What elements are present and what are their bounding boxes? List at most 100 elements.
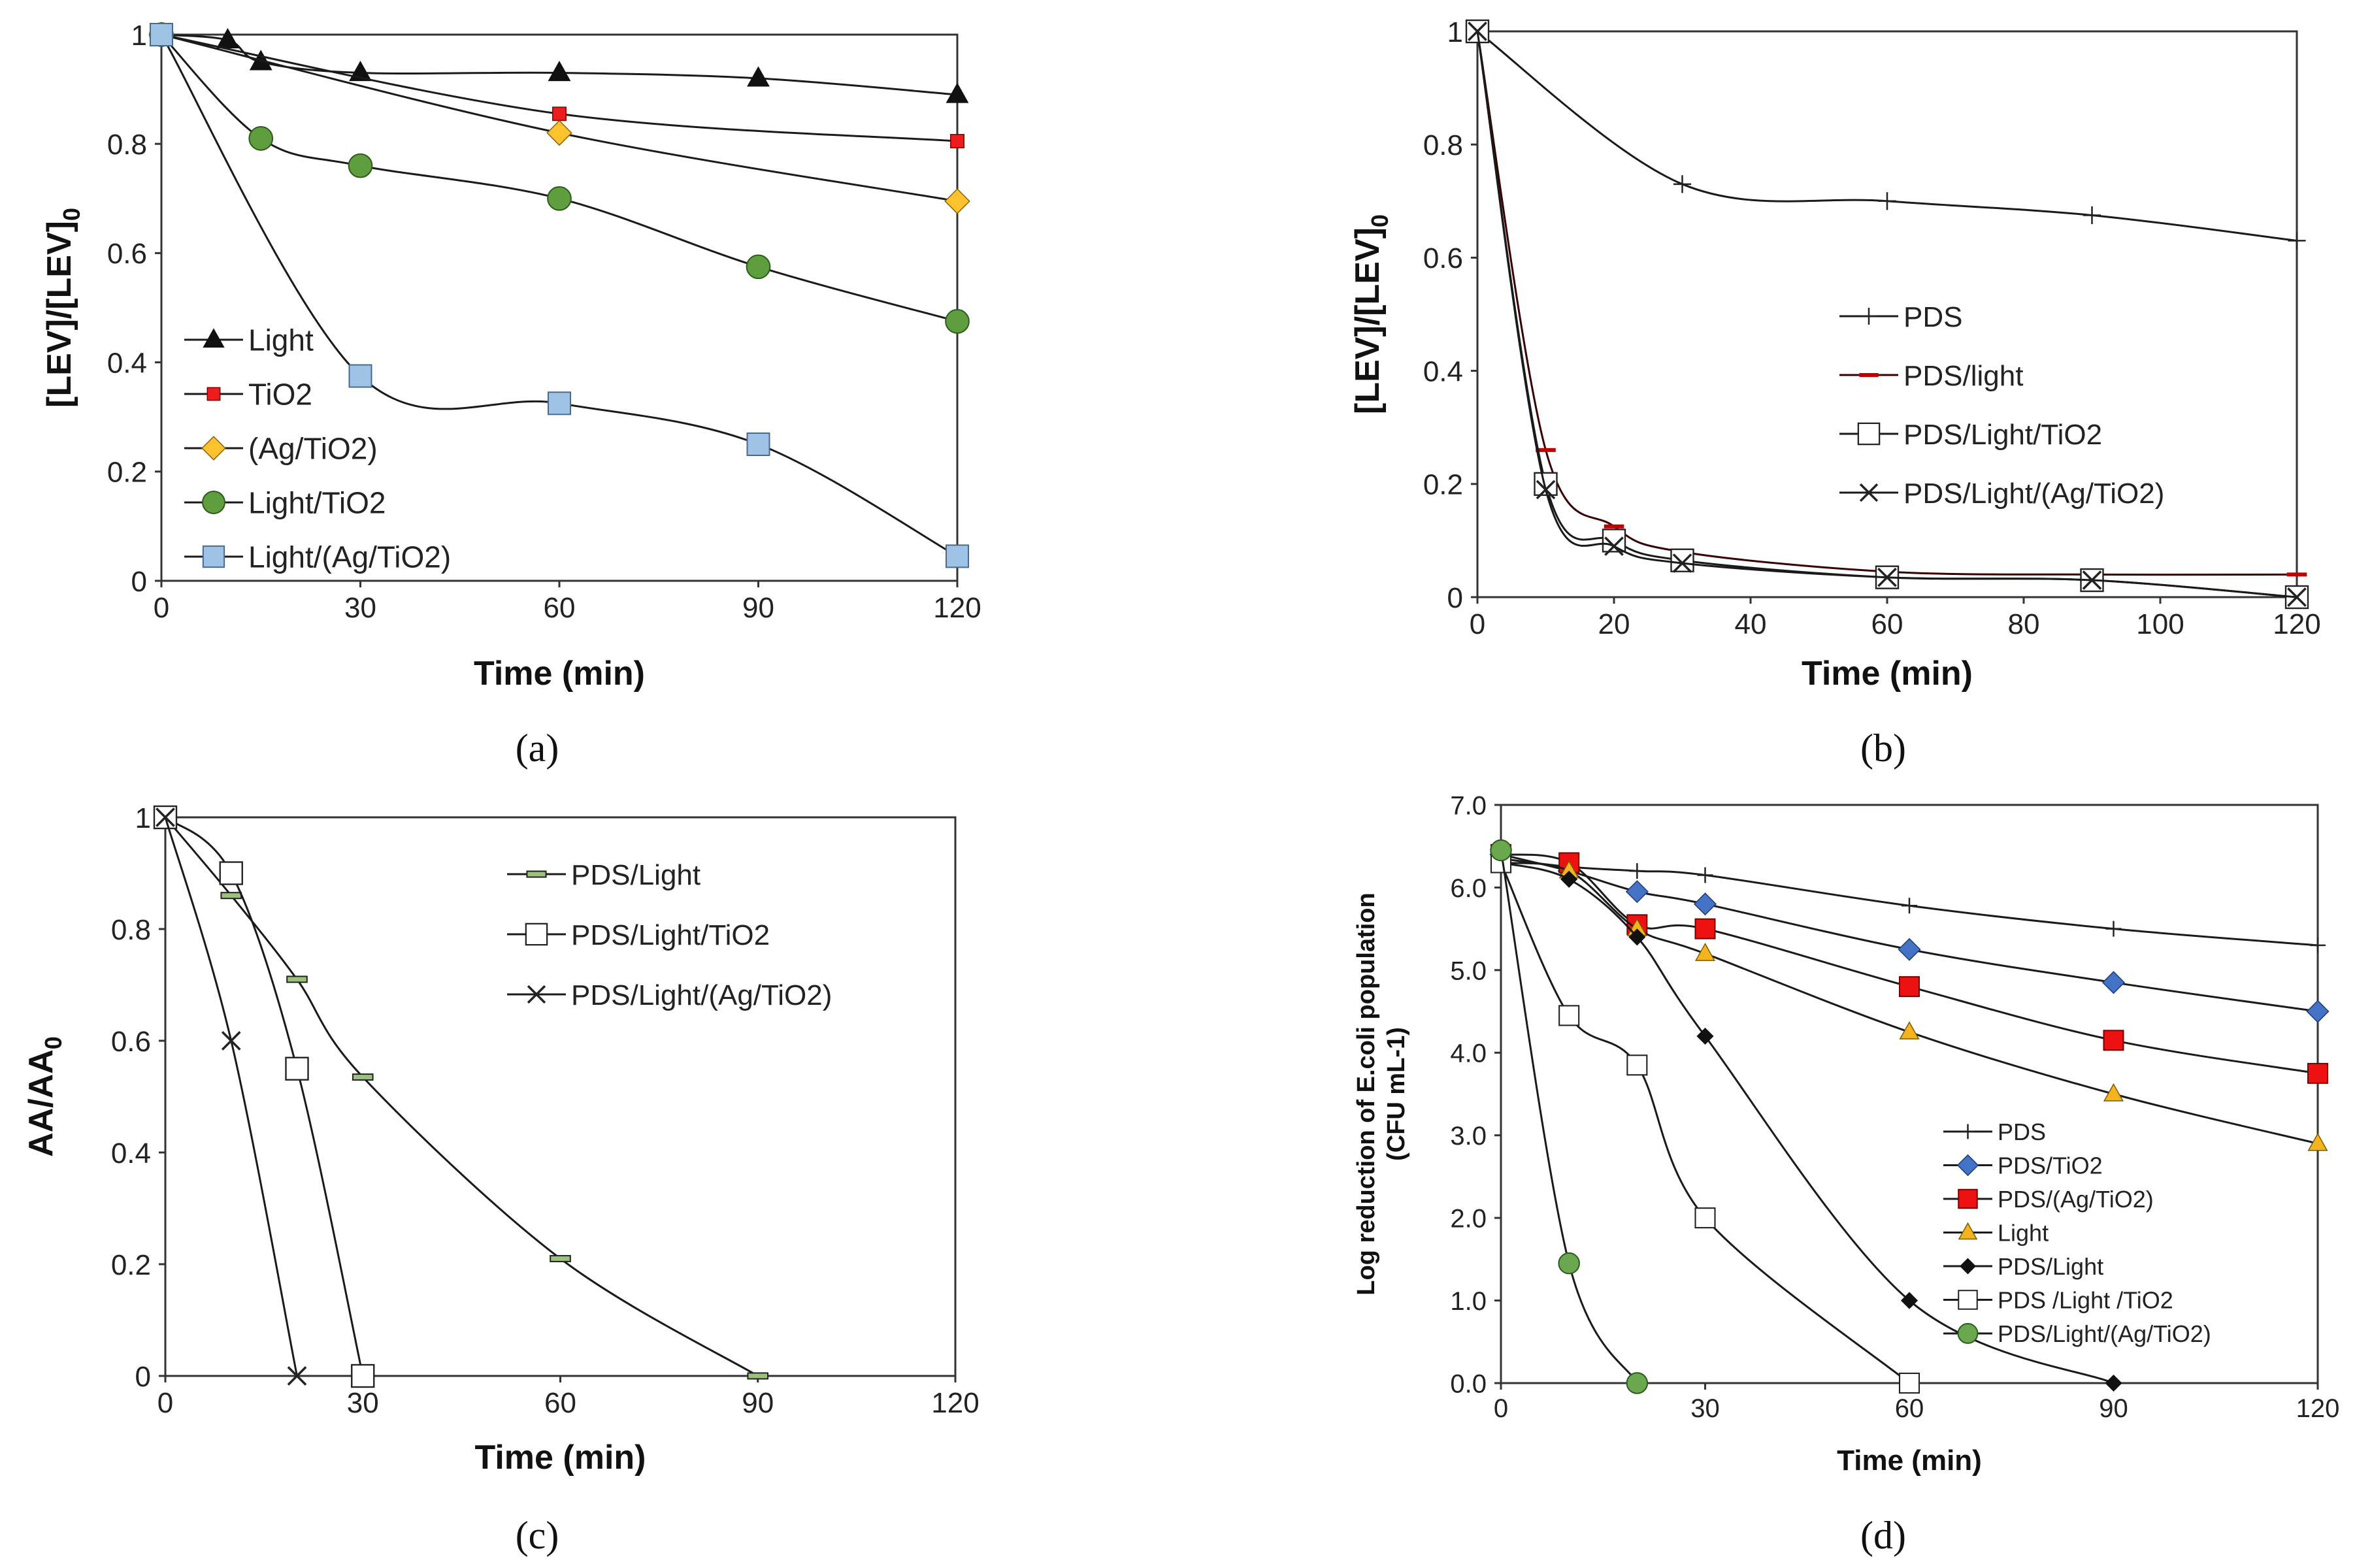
data-point <box>546 120 572 146</box>
panel-caption: (c) <box>516 1514 559 1557</box>
x-tick-label: 0 <box>157 1387 173 1419</box>
data-point <box>1625 880 1649 904</box>
legend-item: PDS/Light/(Ag/TiO2) <box>1839 478 2164 510</box>
x-tick-label: 100 <box>2136 608 2184 640</box>
data-point <box>747 66 770 87</box>
data-point <box>950 134 964 148</box>
data-point <box>552 106 567 122</box>
data-point <box>221 1031 241 1051</box>
y-axis-label: [LEV]/[LEV]0 <box>1349 214 1393 414</box>
series-line <box>1500 853 2318 1075</box>
y-tick-label: 1 <box>131 20 147 52</box>
x-tick-label: 120 <box>933 592 981 624</box>
legend-marker <box>202 545 225 568</box>
legend-label: PDS <box>1998 1119 2046 1145</box>
data-point <box>944 188 970 214</box>
legend-item: PDS/light <box>1839 360 2023 392</box>
legend-marker <box>1958 1188 1978 1209</box>
legend-label: PDS/Light/(Ag/TiO2) <box>571 979 832 1011</box>
series-light <box>1490 851 2328 1151</box>
data-point <box>156 808 175 827</box>
data-point <box>2307 1062 2328 1084</box>
data-point <box>1899 976 1920 998</box>
chart-panel-a: 0 30 60 90 120 0 0.2 0.4 0.6 0.8 1 Time (min) [LEV]/… <box>41 20 981 770</box>
legend-label: PDS/Light <box>1998 1253 2103 1280</box>
series-light-ag-tio2- <box>150 23 969 568</box>
series-pds-light-tio2 <box>1490 852 1920 1394</box>
data-point <box>746 254 771 280</box>
data-point <box>1490 839 1512 862</box>
data-point <box>287 1366 307 1386</box>
data-point <box>2105 1374 2122 1392</box>
y-tick-label: 0.0 <box>1450 1369 1487 1398</box>
x-tick-label: 90 <box>742 1387 774 1419</box>
data-point <box>1558 1005 1580 1026</box>
legend-item: PDS/Light/TiO2 <box>507 919 770 951</box>
y-tick-label: 0.2 <box>1423 469 1463 501</box>
series-pds-light-tio2 <box>153 805 375 1388</box>
data-point <box>1898 938 1921 961</box>
data-point <box>2288 231 2306 250</box>
data-point <box>1902 898 1917 914</box>
legend-marker <box>527 985 546 1004</box>
data-point <box>746 433 770 456</box>
data-point <box>2306 1000 2330 1023</box>
x-tick-label: 20 <box>1598 608 1630 640</box>
series-pds <box>1468 22 2306 250</box>
y-tick-label: 2.0 <box>1450 1205 1487 1233</box>
legend-label: TiO2 <box>248 378 312 412</box>
data-point <box>216 27 239 49</box>
legend-marker <box>206 387 221 401</box>
legend-marker <box>525 923 548 946</box>
series-pds-light-tio2 <box>1465 19 2309 610</box>
legend-item: PDS/(Ag/TiO2) <box>1943 1186 2154 1213</box>
data-point <box>219 861 243 885</box>
y-tick-label: 0.6 <box>107 238 147 270</box>
x-tick-label: 30 <box>1690 1394 1720 1423</box>
x-tick-label: 60 <box>544 592 576 624</box>
y-tick-label: 5.0 <box>1450 956 1487 985</box>
data-point <box>150 23 173 46</box>
legend-item: Light <box>184 323 314 357</box>
x-axis-label: Time (min) <box>1802 655 1973 693</box>
legend-marker <box>201 436 226 461</box>
x-axis-label: Time (min) <box>475 1439 646 1477</box>
y-tick-label: 0.8 <box>111 914 151 946</box>
x-tick-label: 90 <box>742 592 774 624</box>
data-point <box>2103 1083 2124 1102</box>
series-pds-light <box>1467 29 2307 577</box>
series-line <box>165 816 364 1377</box>
legend-item: PDS/Light/(Ag/TiO2) <box>507 979 832 1011</box>
data-point <box>1560 870 1578 888</box>
y-tick-label: 0.6 <box>111 1026 151 1058</box>
data-point <box>1696 1027 1714 1045</box>
data-point <box>1626 1372 1649 1394</box>
data-point <box>2103 1030 2124 1051</box>
series-pds-light-ag-tio2- <box>1490 839 1649 1394</box>
x-tick-label: 30 <box>347 1387 379 1419</box>
data-point <box>285 1056 309 1081</box>
data-point <box>2105 921 2122 937</box>
legend-label: PDS/TiO2 <box>1998 1152 2103 1179</box>
data-point <box>747 1372 769 1380</box>
data-point <box>1468 22 1487 41</box>
x-tick-label: 80 <box>2008 608 2040 640</box>
data-point <box>1602 529 1626 553</box>
legend-item: PDS <box>1839 301 1962 333</box>
legend: Light TiO2 (Ag/TiO2) Light/TiO2 Light/(Ag/Ti… <box>184 323 451 574</box>
legend-item: PDS/Light <box>1943 1253 2103 1280</box>
legend-marker <box>1958 1290 1978 1310</box>
y-tick-label: 0.2 <box>111 1249 151 1281</box>
data-point <box>1877 567 1897 587</box>
y-axis-label-line2: (CFU mL-1) <box>1383 1027 1410 1161</box>
x-tick-label: 60 <box>1871 608 1903 640</box>
data-point <box>2287 587 2307 607</box>
data-point <box>1697 867 1713 883</box>
legend-marker <box>1958 1222 1978 1240</box>
x-tick-label: 120 <box>2296 1394 2340 1423</box>
series-line <box>1500 862 2318 1145</box>
x-tick-label: 30 <box>344 592 376 624</box>
x-tick-label: 90 <box>2099 1394 2128 1423</box>
data-point <box>945 309 970 334</box>
